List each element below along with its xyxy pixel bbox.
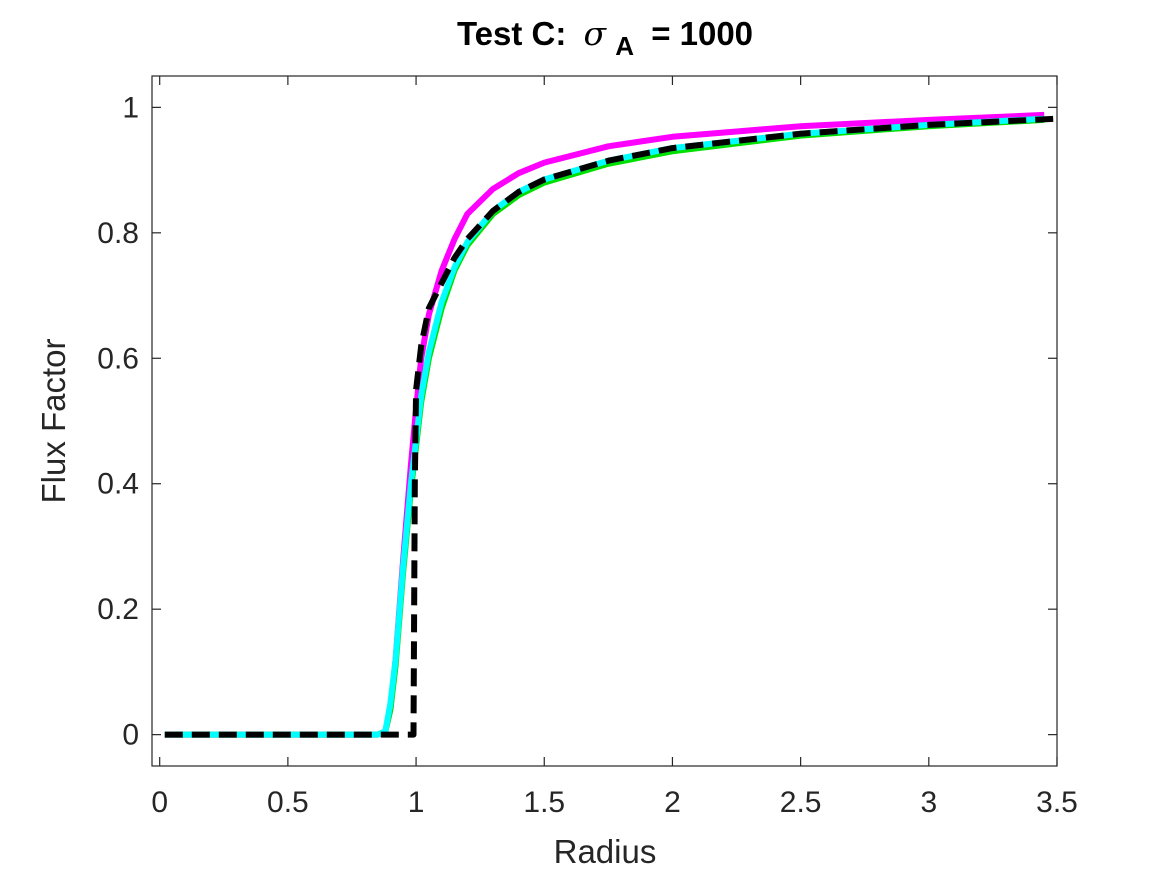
x-tick-label: 0 (151, 786, 168, 819)
series-layer (164, 111, 1058, 738)
y-tick-label: 0 (122, 719, 139, 752)
y-tick-label: 0.2 (97, 593, 139, 626)
x-tick-label: 3 (920, 786, 937, 819)
series-line-4 (164, 115, 1058, 738)
y-tick-label: 0.6 (97, 342, 139, 375)
x-tick-label: 2.5 (780, 786, 822, 819)
axes-frame (151, 75, 1058, 767)
y-axis-label: Flux Factor (35, 338, 72, 503)
x-tick-label: 3.5 (1036, 786, 1078, 819)
x-axis-label: Radius (554, 833, 657, 870)
ticks-layer: 0 0.5 1 1.5 2 2.5 3 3.5 0 0.2 0.4 0.6 0.8 1 (97, 76, 1078, 819)
chart-title-prefix: Test C: (457, 15, 566, 52)
plot-area (152, 76, 1057, 766)
y-tick-label: 1 (122, 91, 139, 124)
y-tick-label: 0.4 (97, 468, 139, 501)
x-tick-label: 1.5 (523, 786, 565, 819)
chart-title-subscript: A (615, 31, 634, 61)
x-tick-label: 1 (408, 786, 425, 819)
x-tick-label: 0.5 (267, 786, 309, 819)
chart-title-symbol: σ (584, 14, 608, 53)
x-tick-label: 2 (664, 786, 681, 819)
chart-title: Test C: σ A = 1000 (457, 14, 753, 62)
series-line-3 (164, 115, 1045, 738)
chart-title-value: = 1000 (651, 15, 753, 52)
y-tick-label: 0.8 (97, 217, 139, 250)
